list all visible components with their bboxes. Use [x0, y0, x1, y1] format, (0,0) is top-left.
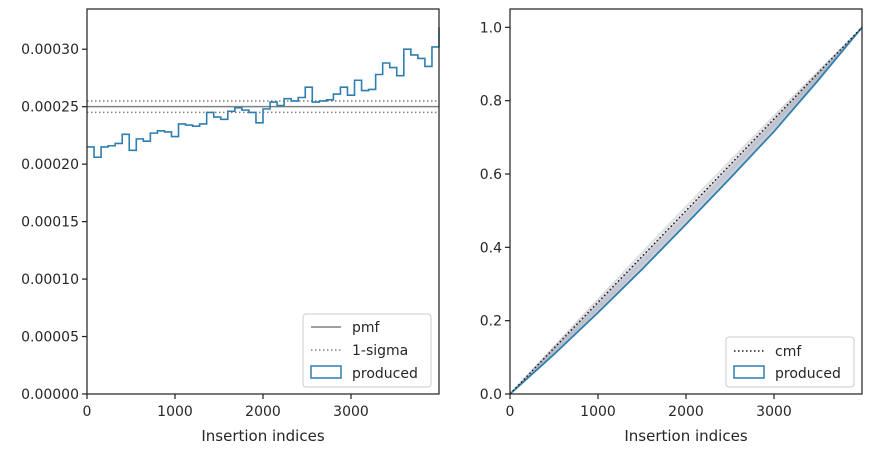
pmf-histogram-panel: 0.00000 0.00005 0.00010 0.00015 0.00020 0.000… [21, 8, 440, 445]
x-tick-label: 0 [506, 404, 515, 420]
y-tick-label: 0.00005 [21, 330, 79, 346]
y-tick-label: 1.0 [480, 20, 502, 36]
cmf-legend-box [725, 336, 855, 388]
cmf-legend: cmf produced [725, 336, 855, 388]
y-tick-label: 0.6 [480, 167, 502, 183]
x-tick-label: 2000 [245, 404, 281, 420]
legend-sigma-label: 1-sigma [352, 343, 408, 359]
ensemble-cmf-line [509, 27, 863, 395]
pmf-legend-box [302, 313, 432, 388]
ensemble-cmf-line [509, 27, 863, 395]
ensemble-cmf-line [509, 27, 863, 395]
cmf-reference-line [509, 26, 863, 395]
produced-histogram-step [87, 27, 440, 159]
legend-cmf-produced-label: produced [775, 366, 841, 382]
pmf-x-axis-label: Insertion indices [201, 427, 324, 445]
cmf-x-axis: 0 1000 2000 3000 [506, 394, 792, 420]
ensemble-cmf-line [509, 27, 863, 395]
pmf-plot-area [87, 27, 440, 159]
legend-cmf-label: cmf [775, 344, 802, 360]
cmf-panel: 0.0 0.2 0.4 0.6 0.8 1.0 0 1000 2000 3000 Inserti… [480, 8, 863, 445]
y-tick-label: 0.4 [480, 240, 502, 256]
pmf-x-axis: 0 1000 2000 3000 [83, 394, 369, 420]
pmf-y-axis: 0.00000 0.00005 0.00010 0.00015 0.00020 0.000… [21, 42, 87, 403]
y-tick-label: 0.00010 [21, 272, 79, 288]
legend-produced-swatch [310, 365, 342, 379]
y-tick-label: 0.00025 [21, 100, 79, 116]
x-tick-label: 3000 [756, 404, 792, 420]
y-tick-label: 0.00030 [21, 42, 79, 58]
y-tick-label: 0.8 [480, 94, 502, 110]
y-tick-label: 0.00020 [21, 157, 79, 173]
pmf-legend: pmf 1-sigma produced [302, 313, 432, 388]
cmf-x-axis-label: Insertion indices [624, 427, 747, 445]
cmf-plot-area [509, 26, 863, 395]
cmf-y-axis: 0.0 0.2 0.4 0.6 0.8 1.0 [480, 20, 510, 403]
ensemble-cmf-line [509, 27, 863, 395]
legend-cmf-produced-swatch [733, 365, 765, 379]
legend-produced-label: produced [352, 366, 418, 382]
y-tick-label: 0.00015 [21, 215, 79, 231]
x-tick-label: 1000 [580, 404, 616, 420]
y-tick-label: 0.00000 [21, 387, 79, 403]
y-tick-label: 0.0 [480, 387, 502, 403]
x-tick-label: 3000 [333, 404, 369, 420]
produced-cmf-line [509, 26, 863, 395]
x-tick-label: 1000 [157, 404, 193, 420]
x-tick-label: 2000 [668, 404, 704, 420]
x-tick-label: 0 [83, 404, 92, 420]
y-tick-label: 0.2 [480, 314, 502, 330]
legend-pmf-label: pmf [352, 320, 381, 336]
